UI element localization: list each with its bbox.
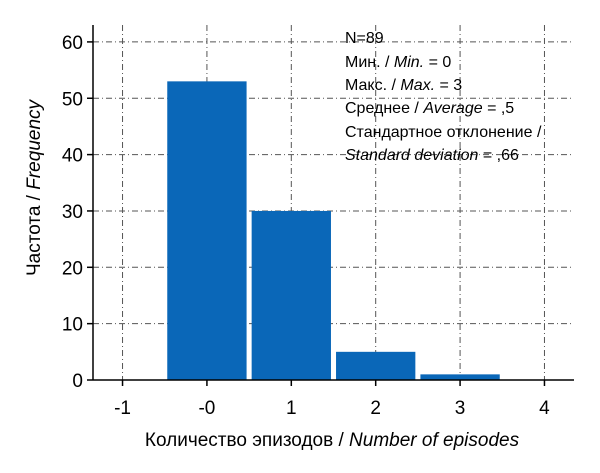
y-tick-label-6: 60 bbox=[62, 33, 83, 54]
bar-3 bbox=[420, 374, 500, 380]
stat-sd-line2: Standard deviation = ,66 bbox=[345, 147, 519, 164]
statistics-annotation: N=89 Мин. / Min. = 0 Макс. / Max. = 3 Ср… bbox=[345, 30, 542, 164]
stat-average: Среднее / Average = ,5 bbox=[345, 100, 514, 117]
y-tick-label-1: 10 bbox=[62, 315, 83, 336]
x-tick-label-1: -0 bbox=[198, 398, 215, 419]
x-tick-label-2: 1 bbox=[286, 398, 297, 419]
stat-max: Макс. / Max. = 3 bbox=[345, 77, 462, 94]
bar-neg0 bbox=[167, 81, 247, 380]
y-axis-title: Частота / Frequency bbox=[24, 98, 45, 276]
x-tick-label-0: -1 bbox=[114, 398, 131, 419]
stat-n: N=89 bbox=[345, 30, 384, 47]
y-tick-label-5: 50 bbox=[62, 89, 83, 110]
y-tick-label-0: 0 bbox=[72, 371, 83, 392]
grid-layer bbox=[93, 25, 574, 380]
ticks-layer: 0 10 20 30 40 50 60 -1 -0 1 2 3 4 bbox=[62, 33, 550, 419]
y-tick-label-4: 40 bbox=[62, 146, 83, 167]
bars-layer bbox=[167, 81, 500, 380]
stat-sd-line1: Стандартное отклонение / bbox=[345, 124, 542, 141]
axes-layer bbox=[92, 25, 574, 381]
bar-1 bbox=[251, 210, 331, 380]
x-tick-label-5: 4 bbox=[539, 398, 550, 419]
x-tick-label-3: 2 bbox=[370, 398, 381, 419]
y-tick-label-3: 30 bbox=[62, 202, 83, 223]
x-axis-title: Количество эпизодов / Number of episodes bbox=[145, 430, 520, 451]
stat-min: Мин. / Min. = 0 bbox=[345, 54, 451, 71]
x-tick-label-4: 3 bbox=[455, 398, 466, 419]
y-tick-label-2: 20 bbox=[62, 258, 83, 279]
bar-2 bbox=[336, 351, 416, 380]
